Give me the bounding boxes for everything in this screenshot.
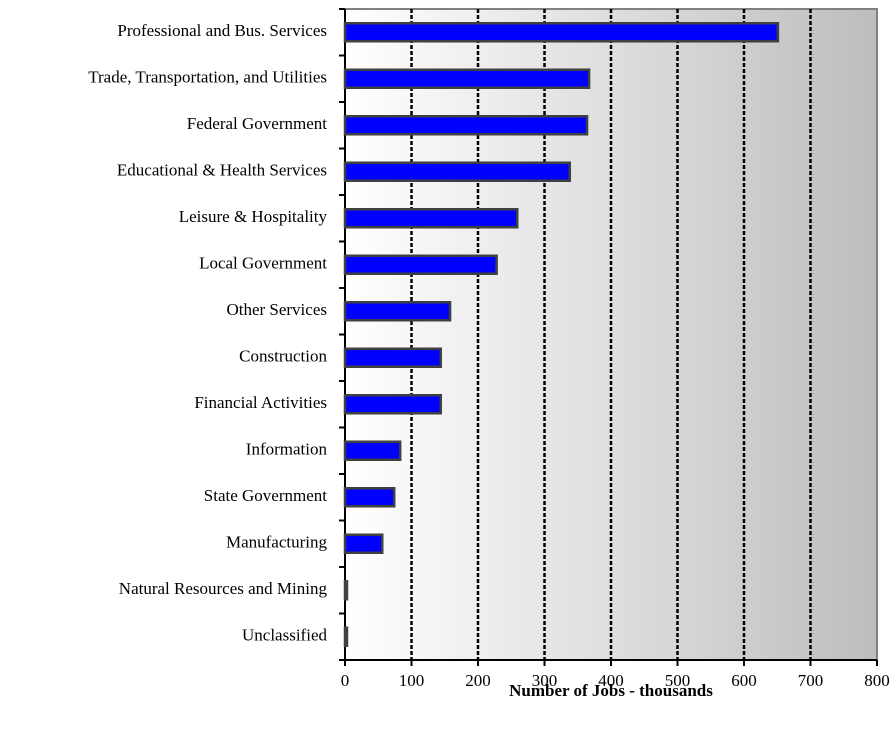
y-tick-label: Information (246, 440, 328, 459)
bar (343, 487, 396, 508)
bar (343, 208, 519, 229)
x-tick-label: 400 (598, 671, 624, 690)
x-tick-label: 0 (341, 671, 350, 690)
bar (343, 440, 402, 461)
y-tick-label: Professional and Bus. Services (117, 21, 327, 40)
y-tick-label: Trade, Transportation, and Utilities (88, 68, 327, 87)
y-tick-label: State Government (204, 486, 327, 505)
bar (343, 394, 443, 415)
y-tick-label: Leisure & Hospitality (179, 207, 328, 226)
y-tick-label: Manufacturing (226, 533, 328, 552)
bar (343, 68, 591, 89)
bar (343, 254, 498, 275)
x-axis-label: Number of Jobs - thousands (509, 681, 713, 700)
y-tick-label: Construction (239, 347, 327, 366)
y-tick-label: Other Services (226, 300, 327, 319)
y-tick-label: Unclassified (242, 626, 327, 645)
bar (343, 301, 452, 322)
y-tick-label: Educational & Health Services (117, 161, 327, 180)
y-tick-label: Natural Resources and Mining (119, 579, 328, 598)
bar (343, 22, 780, 43)
x-tick-label: 600 (731, 671, 757, 690)
bar (343, 347, 443, 368)
bar (343, 115, 589, 136)
x-tick-label: 800 (864, 671, 890, 690)
x-tick-label: 100 (399, 671, 425, 690)
y-tick-label: Local Government (199, 254, 327, 273)
x-tick-label: 500 (665, 671, 691, 690)
x-tick-label: 700 (798, 671, 824, 690)
x-tick-label: 200 (465, 671, 491, 690)
bar (343, 580, 349, 601)
x-tick-label: 300 (532, 671, 558, 690)
y-tick-label: Financial Activities (194, 393, 327, 412)
y-tick-label: Federal Government (187, 114, 327, 133)
bar (343, 161, 572, 182)
bar (343, 626, 349, 647)
bar (343, 533, 384, 554)
